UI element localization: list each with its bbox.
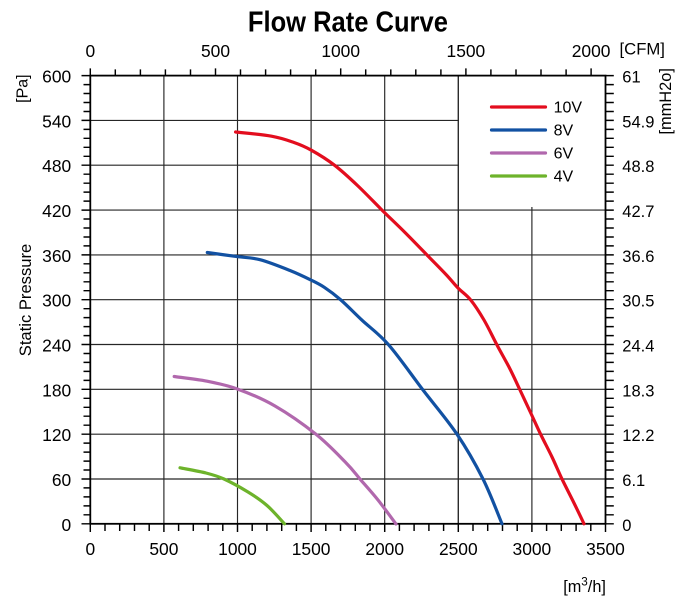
svg-text:1000: 1000	[321, 41, 360, 61]
svg-text:2000: 2000	[572, 41, 611, 61]
svg-text:420: 420	[42, 201, 71, 221]
svg-text:1000: 1000	[218, 539, 257, 559]
svg-text:1500: 1500	[292, 539, 331, 559]
svg-text:600: 600	[42, 67, 71, 87]
svg-text:240: 240	[42, 336, 71, 356]
svg-text:[m3/h]: [m3/h]	[563, 576, 606, 597]
svg-text:30.5: 30.5	[622, 293, 654, 311]
svg-text:0: 0	[62, 515, 72, 535]
svg-text:540: 540	[42, 111, 71, 131]
svg-text:[mmH2o]: [mmH2o]	[657, 68, 675, 134]
svg-text:6V: 6V	[554, 146, 574, 163]
svg-text:24.4: 24.4	[622, 338, 654, 356]
svg-text:42.7: 42.7	[622, 203, 654, 221]
svg-text:1500: 1500	[447, 41, 486, 61]
svg-text:180: 180	[42, 380, 71, 400]
svg-text:0: 0	[85, 41, 95, 61]
svg-text:61: 61	[622, 69, 640, 87]
svg-text:480: 480	[42, 156, 71, 176]
svg-text:Static Pressure: Static Pressure	[16, 244, 35, 357]
svg-text:54.9: 54.9	[622, 113, 654, 131]
svg-text:120: 120	[42, 425, 71, 445]
svg-text:0: 0	[622, 517, 631, 535]
svg-text:Flow Rate Curve: Flow Rate Curve	[248, 6, 448, 38]
svg-text:500: 500	[201, 41, 230, 61]
svg-text:8V: 8V	[554, 123, 574, 140]
svg-text:[Pa]: [Pa]	[15, 74, 32, 102]
svg-text:2000: 2000	[365, 539, 404, 559]
svg-text:300: 300	[42, 291, 71, 311]
svg-text:12.2: 12.2	[622, 427, 654, 445]
svg-text:500: 500	[149, 539, 178, 559]
svg-text:6.1: 6.1	[622, 472, 645, 490]
svg-text:10V: 10V	[554, 100, 583, 117]
svg-text:36.6: 36.6	[622, 248, 654, 266]
svg-text:3500: 3500	[586, 539, 625, 559]
svg-text:0: 0	[85, 539, 95, 559]
svg-text:4V: 4V	[554, 169, 574, 186]
svg-text:[CFM]: [CFM]	[620, 40, 665, 59]
svg-text:360: 360	[42, 246, 71, 266]
svg-text:60: 60	[52, 470, 71, 490]
svg-text:48.8: 48.8	[622, 158, 654, 176]
svg-text:18.3: 18.3	[622, 382, 654, 400]
svg-text:3000: 3000	[513, 539, 552, 559]
svg-text:2500: 2500	[439, 539, 478, 559]
